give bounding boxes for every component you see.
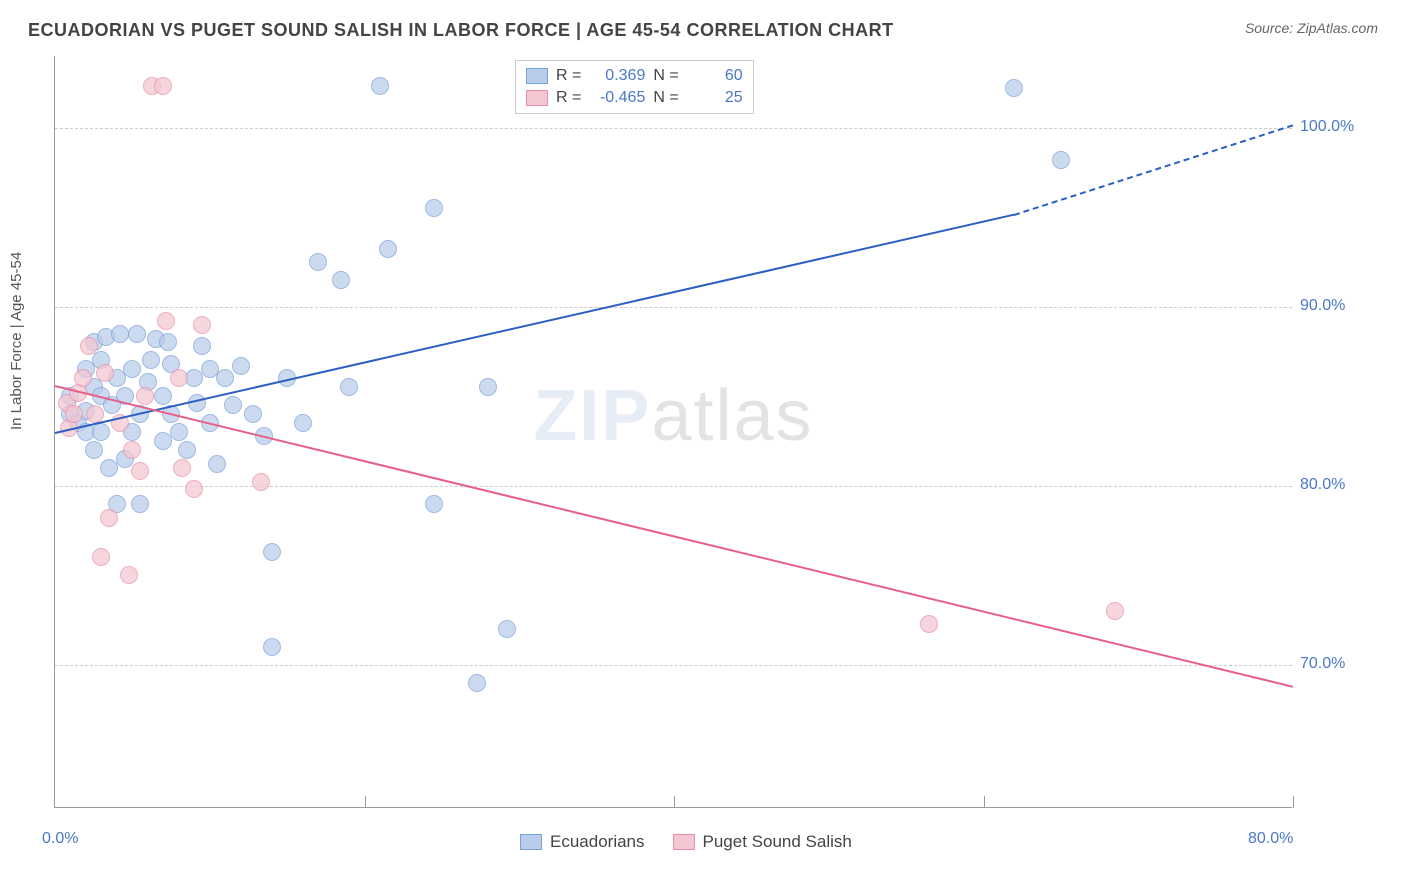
n-value-salish: 25 <box>687 89 743 107</box>
data-point-ecuadorians <box>498 620 516 638</box>
data-point-ecuadorians <box>224 396 242 414</box>
swatch-salish <box>526 90 548 106</box>
data-point-ecuadorians <box>92 423 110 441</box>
data-point-salish <box>157 312 175 330</box>
legend-row-ecuadorians: R = 0.369 N = 60 <box>526 65 743 87</box>
data-point-ecuadorians <box>468 674 486 692</box>
legend-label: Ecuadorians <box>550 832 645 852</box>
watermark: ZIPatlas <box>533 375 813 457</box>
data-point-ecuadorians <box>425 495 443 513</box>
swatch-salish <box>673 834 695 850</box>
source-label: Source: ZipAtlas.com <box>1245 20 1378 36</box>
data-point-ecuadorians <box>263 638 281 656</box>
data-point-ecuadorians <box>1005 79 1023 97</box>
data-point-ecuadorians <box>244 405 262 423</box>
data-point-ecuadorians <box>178 441 196 459</box>
data-point-ecuadorians <box>142 351 160 369</box>
data-point-ecuadorians <box>159 333 177 351</box>
data-point-ecuadorians <box>371 77 389 95</box>
data-point-ecuadorians <box>479 378 497 396</box>
legend-item-ecuadorians: Ecuadorians <box>520 832 645 852</box>
data-point-salish <box>120 566 138 584</box>
x-tick <box>1293 796 1294 808</box>
data-point-salish <box>173 459 191 477</box>
data-point-salish <box>100 509 118 527</box>
data-point-ecuadorians <box>154 387 172 405</box>
data-point-ecuadorians <box>309 253 327 271</box>
data-point-salish <box>74 369 92 387</box>
source-value: ZipAtlas.com <box>1297 20 1378 36</box>
legend-row-salish: R = -0.465 N = 25 <box>526 87 743 109</box>
x-tick <box>365 796 366 808</box>
data-point-salish <box>920 615 938 633</box>
swatch-ecuadorians <box>526 68 548 84</box>
data-point-salish <box>193 316 211 334</box>
gridline-horizontal <box>55 486 1292 487</box>
data-point-ecuadorians <box>111 325 129 343</box>
x-tick-label: 80.0% <box>1248 830 1293 848</box>
data-point-ecuadorians <box>232 357 250 375</box>
gridline-horizontal <box>55 307 1292 308</box>
gridline-horizontal <box>55 665 1292 666</box>
data-point-salish <box>131 462 149 480</box>
data-point-ecuadorians <box>216 369 234 387</box>
gridline-horizontal <box>55 128 1292 129</box>
data-point-ecuadorians <box>379 240 397 258</box>
data-point-salish <box>136 387 154 405</box>
data-point-ecuadorians <box>294 414 312 432</box>
data-point-ecuadorians <box>340 378 358 396</box>
n-label: N = <box>653 67 678 85</box>
y-tick-label: 100.0% <box>1300 118 1354 136</box>
trend-line-salish <box>55 385 1293 688</box>
legend-item-salish: Puget Sound Salish <box>673 832 852 852</box>
data-point-salish <box>252 473 270 491</box>
data-point-ecuadorians <box>425 199 443 217</box>
watermark-suffix: atlas <box>651 376 813 456</box>
data-point-salish <box>65 405 83 423</box>
data-point-ecuadorians <box>85 441 103 459</box>
r-label: R = <box>556 89 581 107</box>
data-point-salish <box>170 369 188 387</box>
r-value-salish: -0.465 <box>589 89 645 107</box>
legend-label: Puget Sound Salish <box>703 832 852 852</box>
y-tick-label: 80.0% <box>1300 476 1345 494</box>
y-tick-label: 90.0% <box>1300 297 1345 315</box>
data-point-ecuadorians <box>170 423 188 441</box>
data-point-ecuadorians <box>332 271 350 289</box>
data-point-ecuadorians <box>1052 151 1070 169</box>
r-label: R = <box>556 67 581 85</box>
data-point-salish <box>92 548 110 566</box>
data-point-salish <box>154 77 172 95</box>
source-prefix: Source: <box>1245 20 1297 36</box>
data-point-salish <box>185 480 203 498</box>
r-value-ecuadorians: 0.369 <box>589 67 645 85</box>
y-tick-label: 70.0% <box>1300 655 1345 673</box>
series-legend: Ecuadorians Puget Sound Salish <box>520 832 852 852</box>
swatch-ecuadorians <box>520 834 542 850</box>
n-value-ecuadorians: 60 <box>687 67 743 85</box>
data-point-ecuadorians <box>263 543 281 561</box>
data-point-ecuadorians <box>193 337 211 355</box>
x-tick <box>674 796 675 808</box>
n-label: N = <box>653 89 678 107</box>
data-point-ecuadorians <box>123 360 141 378</box>
data-point-ecuadorians <box>131 495 149 513</box>
watermark-prefix: ZIP <box>533 376 651 456</box>
data-point-ecuadorians <box>128 325 146 343</box>
scatter-plot-area: ZIPatlas R = 0.369 N = 60 R = -0.465 N =… <box>54 56 1292 808</box>
data-point-salish <box>1106 602 1124 620</box>
data-point-salish <box>123 441 141 459</box>
data-point-salish <box>80 337 98 355</box>
correlation-legend: R = 0.369 N = 60 R = -0.465 N = 25 <box>515 60 754 114</box>
trend-line-dash-ecuadorians <box>1014 124 1293 215</box>
chart-title: ECUADORIAN VS PUGET SOUND SALISH IN LABO… <box>28 20 894 41</box>
x-tick <box>984 796 985 808</box>
data-point-salish <box>96 364 114 382</box>
data-point-ecuadorians <box>208 455 226 473</box>
x-tick-label: 0.0% <box>42 830 78 848</box>
y-axis-title: In Labor Force | Age 45-54 <box>8 252 25 430</box>
